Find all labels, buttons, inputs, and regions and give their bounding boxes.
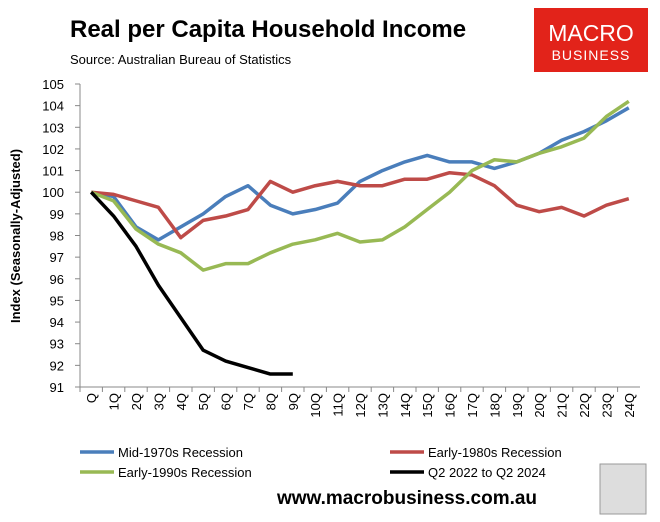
- x-tick-label: 10Q: [308, 393, 323, 418]
- website: www.macrobusiness.com.au: [276, 488, 537, 509]
- x-tick-label: 22Q: [577, 393, 592, 418]
- series-line: [90, 106, 630, 242]
- y-tick-label: 101: [42, 164, 64, 179]
- x-tick-label: 9Q: [286, 393, 301, 410]
- y-tick-label: 94: [50, 315, 64, 330]
- chart-subtitle: Source: Australian Bureau of Statistics: [70, 52, 292, 67]
- legend-label: Early-1990s Recession: [118, 465, 252, 480]
- logo-box: [534, 8, 648, 72]
- y-tick-label: 92: [50, 358, 64, 373]
- x-tick-label: 19Q: [510, 393, 525, 418]
- logo-text: MACRO: [548, 20, 634, 46]
- x-tick-label: 3Q: [151, 393, 166, 410]
- series-line: [89, 191, 293, 376]
- x-tick-label: 4Q: [174, 393, 189, 410]
- y-tick-label: 98: [50, 229, 64, 244]
- legend-label: Q2 2022 to Q2 2024: [428, 465, 546, 480]
- wolf-icon: [599, 463, 647, 515]
- x-tick-label: 7Q: [241, 393, 256, 410]
- x-tick-label: 18Q: [487, 393, 502, 418]
- legend-label: Mid-1970s Recession: [118, 445, 243, 460]
- x-tick-label: 14Q: [398, 393, 413, 418]
- legend-label: Early-1980s Recession: [428, 445, 562, 460]
- x-tick-label: Q: [84, 393, 99, 403]
- series-line: [91, 170, 630, 240]
- logo-text: BUSINESS: [552, 47, 631, 63]
- y-axis-label: Index (Seasonally-Adjusted): [8, 149, 23, 323]
- y-tick-label: 96: [50, 272, 64, 287]
- x-tick-label: 15Q: [420, 393, 435, 418]
- x-tick-label: 20Q: [532, 393, 547, 418]
- x-tick-label: 21Q: [555, 393, 570, 418]
- x-tick-label: 11Q: [331, 393, 346, 417]
- y-tick-label: 104: [42, 99, 64, 114]
- x-tick-label: 12Q: [353, 393, 368, 418]
- y-tick-label: 100: [42, 185, 64, 200]
- chart-title: Real per Capita Household Income: [70, 16, 466, 43]
- x-tick-label: 23Q: [599, 393, 614, 418]
- x-tick-label: 1Q: [107, 393, 122, 410]
- y-tick-label: 97: [50, 250, 64, 265]
- series-line: [90, 99, 630, 272]
- x-tick-label: 17Q: [465, 393, 480, 418]
- y-tick-label: 99: [50, 207, 64, 222]
- x-tick-label: 24Q: [622, 393, 637, 418]
- x-tick-label: 5Q: [196, 393, 211, 410]
- y-tick-label: 93: [50, 337, 64, 352]
- y-tick-label: 91: [50, 380, 64, 395]
- y-tick-label: 105: [42, 77, 64, 92]
- y-tick-label: 103: [42, 120, 64, 135]
- x-tick-label: 2Q: [129, 393, 144, 410]
- x-tick-label: 16Q: [443, 393, 458, 418]
- x-tick-label: 6Q: [219, 393, 234, 410]
- x-tick-label: 13Q: [375, 393, 390, 418]
- y-tick-label: 102: [42, 142, 64, 157]
- y-tick-label: 95: [50, 293, 64, 308]
- x-tick-label: 8Q: [263, 393, 278, 410]
